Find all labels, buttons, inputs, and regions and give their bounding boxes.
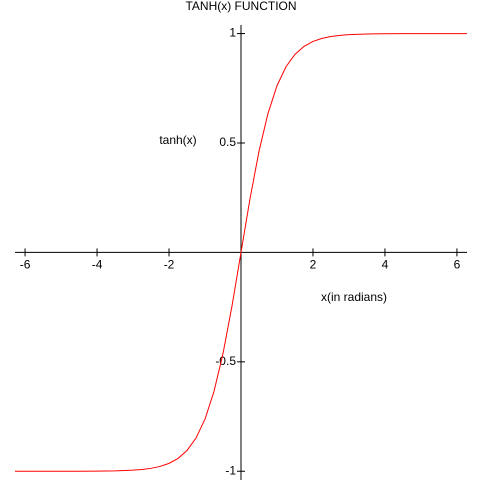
x-tick-label: 4: [382, 258, 389, 272]
y-tick-label: -1: [225, 463, 236, 477]
line-series: [15, 33, 467, 472]
y-tick-label: -0.5: [215, 354, 236, 368]
y-axis-label: tanh(x): [159, 133, 196, 147]
x-tick-label: 6: [454, 258, 461, 272]
chart-title: TANH(x) FUNCTION: [185, 0, 296, 13]
x-tick-label: -2: [164, 258, 175, 272]
x-axis-label: x(in radians): [321, 290, 387, 304]
x-tick-label: -6: [20, 258, 31, 272]
x-tick-label: 2: [310, 258, 317, 272]
x-tick-label: -4: [92, 258, 103, 272]
y-tick-label: 0.5: [219, 135, 236, 149]
y-tick-label: 1: [229, 26, 236, 40]
